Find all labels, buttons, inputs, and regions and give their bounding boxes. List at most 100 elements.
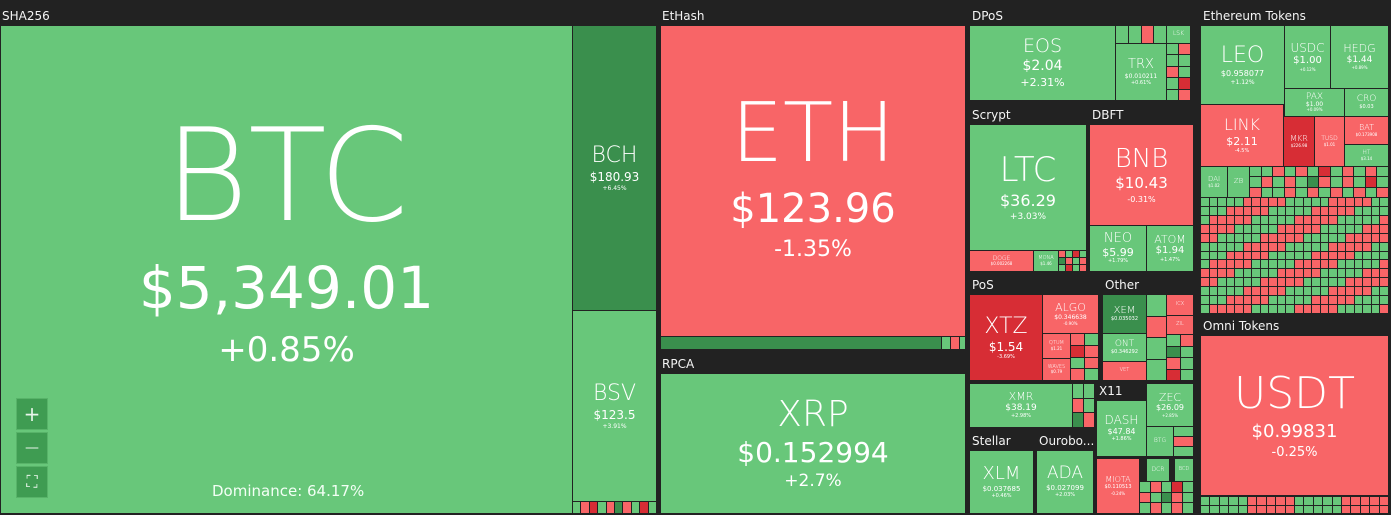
tile-price: $0.027099	[1046, 484, 1084, 493]
tile-ada[interactable]: ADA $0.027099 +2.03%	[1037, 451, 1093, 513]
tile-trx[interactable]: TRX $0.010211 +0.61%	[1116, 44, 1166, 100]
tile-price: $0.346292	[1110, 348, 1139, 355]
tile-symbol: XLM	[982, 462, 1021, 484]
tile-symbol: USDT	[1234, 368, 1355, 420]
tile-cro[interactable]: CRO $0.03	[1345, 89, 1388, 116]
tile-change: -0.24%	[1110, 490, 1126, 496]
tile-change: +3.03%	[1009, 211, 1047, 222]
tile-bch[interactable]: BCH $180.93 +6.45%	[573, 26, 656, 310]
zoom-in-button[interactable]: +	[16, 398, 48, 430]
tile-lsk[interactable]: LSK	[1167, 26, 1190, 43]
tile-change: -1.35%	[774, 236, 852, 262]
tile-symbol: XMR	[1008, 390, 1034, 404]
tile-change: -0.25%	[1271, 445, 1318, 461]
group-header-ethhash: EtHash	[662, 9, 705, 23]
tile-price: $1.00	[1293, 55, 1322, 67]
tile-mkr[interactable]: MKR $226.98	[1284, 117, 1314, 166]
tile-zil[interactable]: ZIL	[1167, 316, 1193, 334]
tile-price: $2.04	[1022, 58, 1063, 75]
tile-eos[interactable]: EOS $2.04 +2.31%	[970, 26, 1115, 100]
tile-neo[interactable]: NEO $5.99 +1.79%	[1090, 226, 1146, 271]
tile-price: $1.02	[1208, 182, 1220, 188]
tile-symbol: MONA	[1038, 255, 1054, 262]
group-header-other: Other	[1105, 278, 1140, 292]
tile-link[interactable]: LINK $2.11 -4.5%	[1201, 105, 1283, 166]
tile-symbol: DAI	[1207, 175, 1221, 184]
tile-price: $36.29	[1000, 190, 1056, 210]
small-coins-mosaic	[1116, 26, 1166, 43]
tile-change: +0.09%	[1306, 107, 1323, 113]
tile-ltc[interactable]: LTC $36.29 +3.03%	[970, 125, 1086, 250]
small-coins-mosaic	[1140, 482, 1193, 513]
group-header-ethereum-tokens: Ethereum Tokens	[1203, 9, 1306, 23]
group-header-rpca: RPCA	[662, 357, 695, 371]
tile-price: $0.173908	[1355, 131, 1378, 137]
tile-mona[interactable]: MONA $1.46	[1034, 251, 1058, 271]
tile-symbol: TUSD	[1321, 135, 1338, 143]
group-header-ouroboros: Ourobo...	[1039, 434, 1095, 448]
group-header-dpos: DPoS	[972, 9, 1004, 23]
tile-price: $180.93	[589, 169, 640, 184]
tile-usdt[interactable]: USDT $0.99831 -0.25%	[1201, 336, 1388, 495]
tile-ht[interactable]: HT $3.14	[1345, 145, 1388, 166]
tile-xrp[interactable]: XRP $0.152994 +2.7%	[661, 374, 965, 513]
tile-btc[interactable]: BTC $5,349.01 +0.85%	[1, 26, 572, 513]
tile-ont[interactable]: ONT $0.346292	[1103, 334, 1146, 361]
tile-atom[interactable]: ATOM $1.94 +1.47%	[1147, 226, 1193, 271]
tile-symbol: XRP	[777, 393, 849, 435]
tile-xlm[interactable]: XLM $0.037685 +0.46%	[970, 451, 1033, 513]
tile-eth[interactable]: ETH $123.96 -1.35%	[661, 26, 965, 336]
tile-symbol: ZB	[1233, 177, 1244, 186]
tile-symbol: MKR	[1290, 134, 1308, 144]
zoom-out-button[interactable]: —	[16, 432, 48, 464]
tile-xmr[interactable]: XMR $38.19 +2.98%	[970, 384, 1072, 427]
tile-tusd[interactable]: TUSD $1.01	[1315, 117, 1344, 166]
tile-usdc[interactable]: USDC $1.00 +0.12%	[1285, 26, 1330, 88]
tile-symbol: QTUM	[1049, 340, 1064, 347]
tile-bcd[interactable]: BCD	[1175, 459, 1193, 481]
group-header-scrypt: Scrypt	[972, 108, 1011, 122]
tile-qtum[interactable]: QTUM $1.21	[1043, 334, 1070, 358]
tile-dcr[interactable]: DCR	[1147, 459, 1169, 481]
tile-symbol: EOS	[1022, 35, 1063, 58]
tile-icx[interactable]: ICX	[1167, 295, 1193, 315]
tile-xem[interactable]: XEM $0.035032	[1103, 295, 1146, 333]
tile-dai[interactable]: DAI $1.02	[1201, 167, 1227, 197]
tile-algo[interactable]: ALGO $0.346638 -0.90%	[1043, 295, 1098, 333]
tile-zec[interactable]: ZEC $26.09 +2.85%	[1147, 384, 1193, 426]
tile-doge[interactable]: DOGE $0.002268	[970, 251, 1033, 271]
tile-zb[interactable]: ZB	[1228, 167, 1249, 197]
tile-symbol: WAVES	[1047, 363, 1066, 370]
tile-pax[interactable]: PAX $1.00 +0.09%	[1285, 89, 1344, 116]
tile-price: $10.43	[1115, 174, 1168, 193]
tile-bat[interactable]: BAT $0.173908	[1345, 117, 1388, 144]
tile-vet[interactable]: VET	[1103, 362, 1146, 380]
tile-symbol: LEO	[1220, 42, 1265, 68]
tile-leo[interactable]: LEO $0.958077 +1.12%	[1201, 26, 1284, 104]
group-header-dbft: DBFT	[1092, 108, 1124, 122]
tile-price: $0.002268	[990, 261, 1013, 267]
tile-bnb[interactable]: BNB $10.43 -0.31%	[1090, 125, 1193, 225]
tile-symbol: ADA	[1046, 463, 1084, 484]
tile-change: +0.89%	[1351, 65, 1368, 71]
fullscreen-icon[interactable]: ⛶	[16, 466, 48, 498]
tile-dash[interactable]: DASH $47.84 +1.86%	[1097, 401, 1146, 456]
tile-symbol: ONT	[1114, 339, 1135, 350]
tile-change: +2.31%	[1020, 76, 1065, 90]
tile-change: +6.45%	[602, 185, 627, 193]
tile-symbol: DASH	[1104, 413, 1139, 428]
tile-change: -4.5%	[1234, 147, 1250, 154]
tile-xtz[interactable]: XTZ $1.54 -3.69%	[970, 295, 1042, 380]
tile-bsv[interactable]: BSV $123.5 +3.91%	[573, 311, 656, 501]
tile-symbol: BSV	[592, 380, 637, 406]
tile-change: +2.03%	[1054, 492, 1076, 499]
tile-symbol: MIOTA	[1105, 475, 1131, 485]
small-coins-mosaic	[1073, 384, 1094, 427]
small-coins-mosaic	[1071, 334, 1098, 380]
tile-waves[interactable]: WAVES $0.79	[1043, 359, 1070, 380]
tile-miota[interactable]: MIOTA $0.110513 -0.24%	[1097, 459, 1139, 513]
tile-hedg[interactable]: HEDG $1.44 +0.89%	[1331, 26, 1388, 88]
tile-btg[interactable]: BTG	[1147, 427, 1173, 456]
group-header-stellar: Stellar	[972, 434, 1011, 448]
tile-symbol: XEM	[1113, 304, 1136, 316]
